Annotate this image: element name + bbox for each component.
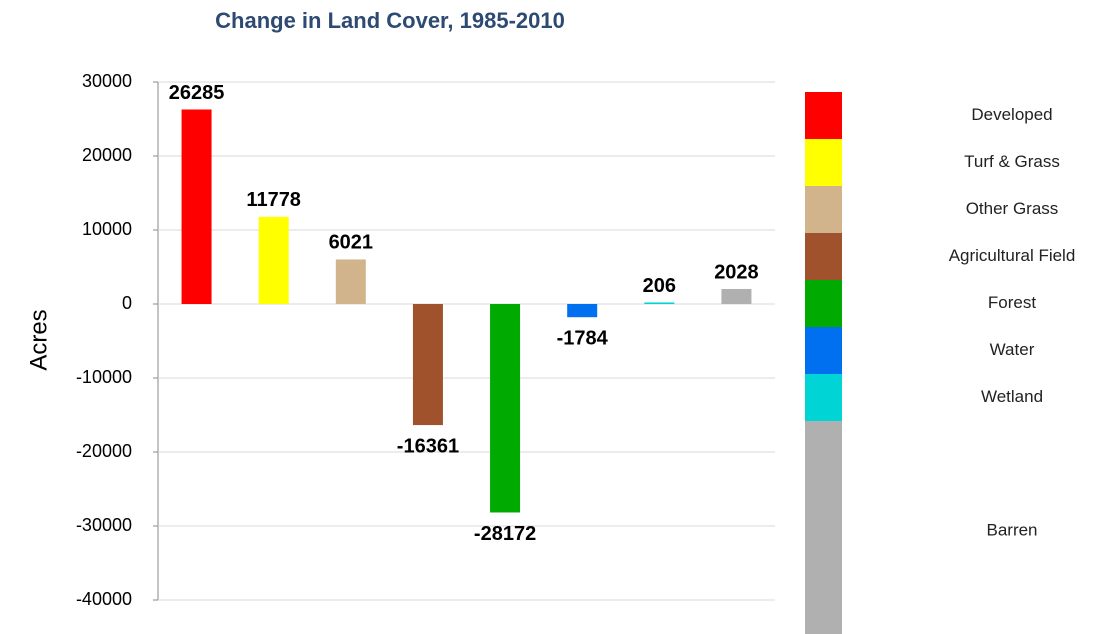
legend-swatch bbox=[805, 280, 842, 327]
legend-label: Barren bbox=[986, 520, 1037, 539]
chart-title: Change in Land Cover, 1985-2010 bbox=[215, 8, 565, 33]
y-tick-label: 0 bbox=[122, 293, 132, 313]
value-label: 2028 bbox=[714, 261, 759, 283]
legend-label: Developed bbox=[971, 105, 1052, 124]
bar bbox=[412, 304, 443, 426]
legend-label: Other Grass bbox=[966, 199, 1059, 218]
bar bbox=[335, 259, 366, 304]
y-tick-label: 30000 bbox=[82, 71, 132, 91]
legend-swatch bbox=[805, 421, 842, 634]
legend-swatch bbox=[805, 92, 842, 139]
bar bbox=[258, 216, 289, 304]
bar bbox=[567, 304, 598, 318]
legend-label: Forest bbox=[988, 293, 1036, 312]
value-label: 26285 bbox=[169, 82, 225, 104]
y-tick-label: -20000 bbox=[76, 441, 132, 461]
value-label: -16361 bbox=[397, 435, 459, 457]
value-label: -1784 bbox=[557, 327, 609, 349]
value-label: 206 bbox=[643, 275, 676, 297]
legend-swatch bbox=[805, 186, 842, 233]
y-tick-label: 20000 bbox=[82, 145, 132, 165]
y-tick-label: -10000 bbox=[76, 367, 132, 387]
y-tick-label: -40000 bbox=[76, 589, 132, 609]
legend-label: Turf & Grass bbox=[964, 152, 1060, 171]
y-tick-label: -30000 bbox=[76, 515, 132, 535]
legend-swatch bbox=[805, 374, 842, 421]
bar bbox=[181, 109, 212, 304]
value-label: -28172 bbox=[474, 523, 536, 545]
legend-label: Agricultural Field bbox=[949, 246, 1076, 265]
legend-label: Wetland bbox=[981, 387, 1043, 406]
y-tick-label: 10000 bbox=[82, 219, 132, 239]
bar bbox=[721, 288, 752, 304]
bar bbox=[490, 304, 521, 513]
y-axis-label: Acres bbox=[25, 309, 52, 370]
legend-swatch bbox=[805, 233, 842, 280]
legend-swatch bbox=[805, 327, 842, 374]
value-label: 11778 bbox=[246, 189, 301, 211]
bar bbox=[644, 302, 675, 304]
legend-label: Water bbox=[990, 340, 1035, 359]
value-label: 6021 bbox=[329, 232, 374, 254]
legend-swatch bbox=[805, 139, 842, 186]
